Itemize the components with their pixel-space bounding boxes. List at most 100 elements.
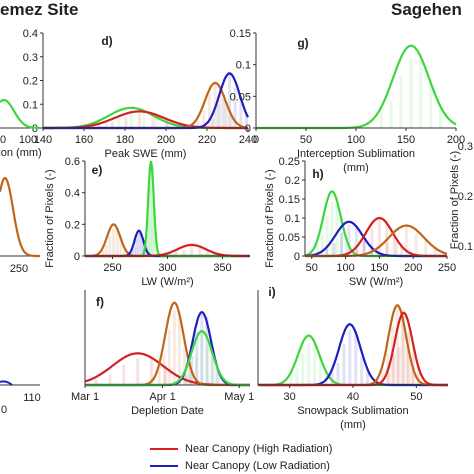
left-bottom-x-tick-label: 110	[23, 392, 41, 404]
panel-f-x-tick-label: Mar 1	[71, 391, 99, 403]
panel-h-y-tick-label: 0.1	[285, 213, 300, 225]
legend-swatch-low	[150, 464, 178, 467]
panel-e-y-tick-label: 0.2	[65, 219, 80, 231]
panel-h-hist-bar	[325, 215, 329, 256]
panel-e-y-tick-label: 0.6	[65, 156, 80, 168]
panel-d-y-tick-label: 0.2	[23, 76, 38, 88]
panel-d-hist-bar	[124, 116, 128, 128]
panel-g-y-tick-label: 0.15	[230, 28, 251, 40]
panel-h-hist-bar	[340, 232, 344, 256]
panel-h-hist-bar	[385, 242, 389, 256]
panel-i-hist-bar	[330, 371, 334, 385]
panel-i-hist-bar	[354, 331, 358, 385]
panel-i-hist-bar	[395, 307, 399, 385]
panel-e-hist-bar	[182, 250, 186, 256]
panel-f-hist-bar	[157, 367, 161, 385]
panel-i-hist-bar	[289, 374, 293, 385]
panel-f-xlabel: Depletion Date	[131, 405, 204, 417]
panel-d-hist-bar	[244, 112, 248, 128]
panel-e-hist-bar	[190, 244, 194, 256]
panel-d-hist-bar	[97, 124, 101, 128]
panel-e-hist-bar	[174, 251, 178, 256]
panel-f-hist-bar	[195, 331, 199, 385]
panel-h-x-tick-label: 50	[306, 262, 318, 274]
right-y-tick-label: 0.1	[458, 241, 473, 253]
panel-f-hist-bar	[136, 358, 140, 385]
panel-d-hist-bar	[208, 95, 212, 128]
panel-d-y-tick-label: 0	[32, 123, 38, 135]
panel-g-x-tick-label: 150	[397, 134, 415, 146]
panel-e-x-tick-label: 250	[103, 262, 121, 274]
legend: Near Canopy (High Radiation) Near Canopy…	[150, 440, 332, 474]
left-top-series-green-line	[0, 98, 41, 130]
panel-i-hist-bar	[407, 332, 411, 385]
panel-d-hist-bar	[228, 71, 232, 128]
panel-d-hist-bar	[211, 118, 215, 128]
left-top-x-tick-label: 100	[19, 134, 37, 146]
panel-g-y-tick-label: 0.05	[230, 91, 251, 103]
left-bottom-series-blue-line	[0, 380, 13, 386]
legend-label-low: Near Canopy (Low Radiation)	[185, 459, 330, 472]
panel-f-hist-bar	[200, 314, 204, 385]
panel-e-hist-bar	[112, 229, 116, 256]
right-y-tick-label: 0.2	[458, 191, 473, 203]
panel-g-hist-bar	[389, 100, 393, 128]
panel-d-hist-bar	[166, 123, 170, 128]
panel-e-hist-bar	[101, 249, 105, 256]
panel-d-hist-bar	[224, 105, 228, 128]
left-mid-series-brown-line	[0, 176, 40, 258]
panel-f-hist-bar	[210, 348, 214, 385]
panel-e-xlabel: LW (W/m²)	[141, 276, 193, 288]
panel-f-hist-bar	[211, 356, 215, 385]
panel-f-x-tick-label: Apr 1	[149, 391, 175, 403]
panel-e-hist-bar	[151, 166, 155, 256]
panel-h-hist-bar	[414, 233, 418, 256]
panel-g-series-green-line	[256, 44, 457, 130]
panel-e-hist-bar	[132, 246, 136, 256]
panel-h-y-tick-label: 0.2	[285, 175, 300, 187]
panel-d-hist-bar	[164, 120, 168, 128]
panel-i-hist-bar	[366, 369, 370, 385]
panel-h-title: h)	[312, 167, 323, 181]
panel-g-xlabel: Interception Sublimation	[297, 148, 415, 160]
panel-f-hist-bar	[122, 365, 126, 385]
panel-g-hist-bar	[379, 111, 383, 128]
panel-f-hist-bar	[94, 378, 98, 385]
panel-d-hist-bar	[154, 115, 158, 128]
panel-e-title: e)	[92, 163, 103, 177]
panel-d-hist-bar	[230, 116, 234, 128]
panel-h-xlabel: SW (W/m²)	[349, 276, 403, 288]
panel-h-hist-bar	[392, 237, 396, 256]
panel-g-hist-bar	[399, 76, 403, 128]
panel-d-hist-bar	[110, 121, 114, 128]
panel-g-x-tick-label: 0	[253, 134, 259, 146]
panel-h-hist-bar	[330, 201, 334, 256]
left-mid-x-tick-label: 250	[10, 263, 28, 275]
panel-d-hist-bar	[151, 113, 155, 128]
panel-d-x-tick-label: 220	[198, 134, 216, 146]
panel-h-hist-bar	[332, 243, 336, 256]
panel-d-hist-bar	[142, 111, 146, 128]
panel-g-title: g)	[297, 36, 308, 50]
panel-d-hist-bar	[222, 99, 226, 128]
panel-d-hist-bar	[233, 88, 237, 128]
panel-h-y-tick-label: 0.05	[279, 232, 300, 244]
panel-e-hist-bar	[137, 232, 141, 256]
panel-f-hist-bar	[194, 356, 198, 385]
panel-e-hist-bar	[130, 250, 134, 256]
panel-d-hist-bar	[216, 104, 220, 128]
panel-h-hist-bar	[370, 228, 374, 256]
panel-h-x-tick-label: 150	[370, 262, 388, 274]
panel-e-hist-bar	[139, 233, 143, 256]
panel-i-hist-bar	[307, 343, 311, 385]
panel-g-hist-bar	[439, 108, 443, 128]
panel-h-hist-bar	[320, 234, 324, 256]
panel-h-hist-bar	[347, 224, 351, 256]
panel-f-hist-bar	[205, 316, 209, 385]
panel-e-hist-bar	[115, 229, 119, 256]
left-bottom-x-tick-label-zero: 0	[1, 404, 7, 416]
panel-h-hist-bar	[345, 240, 349, 256]
panel-h-x-tick-label: 250	[438, 262, 456, 274]
panel-e-hist-bar	[198, 247, 202, 256]
panel-e-hist-bar	[205, 250, 209, 256]
